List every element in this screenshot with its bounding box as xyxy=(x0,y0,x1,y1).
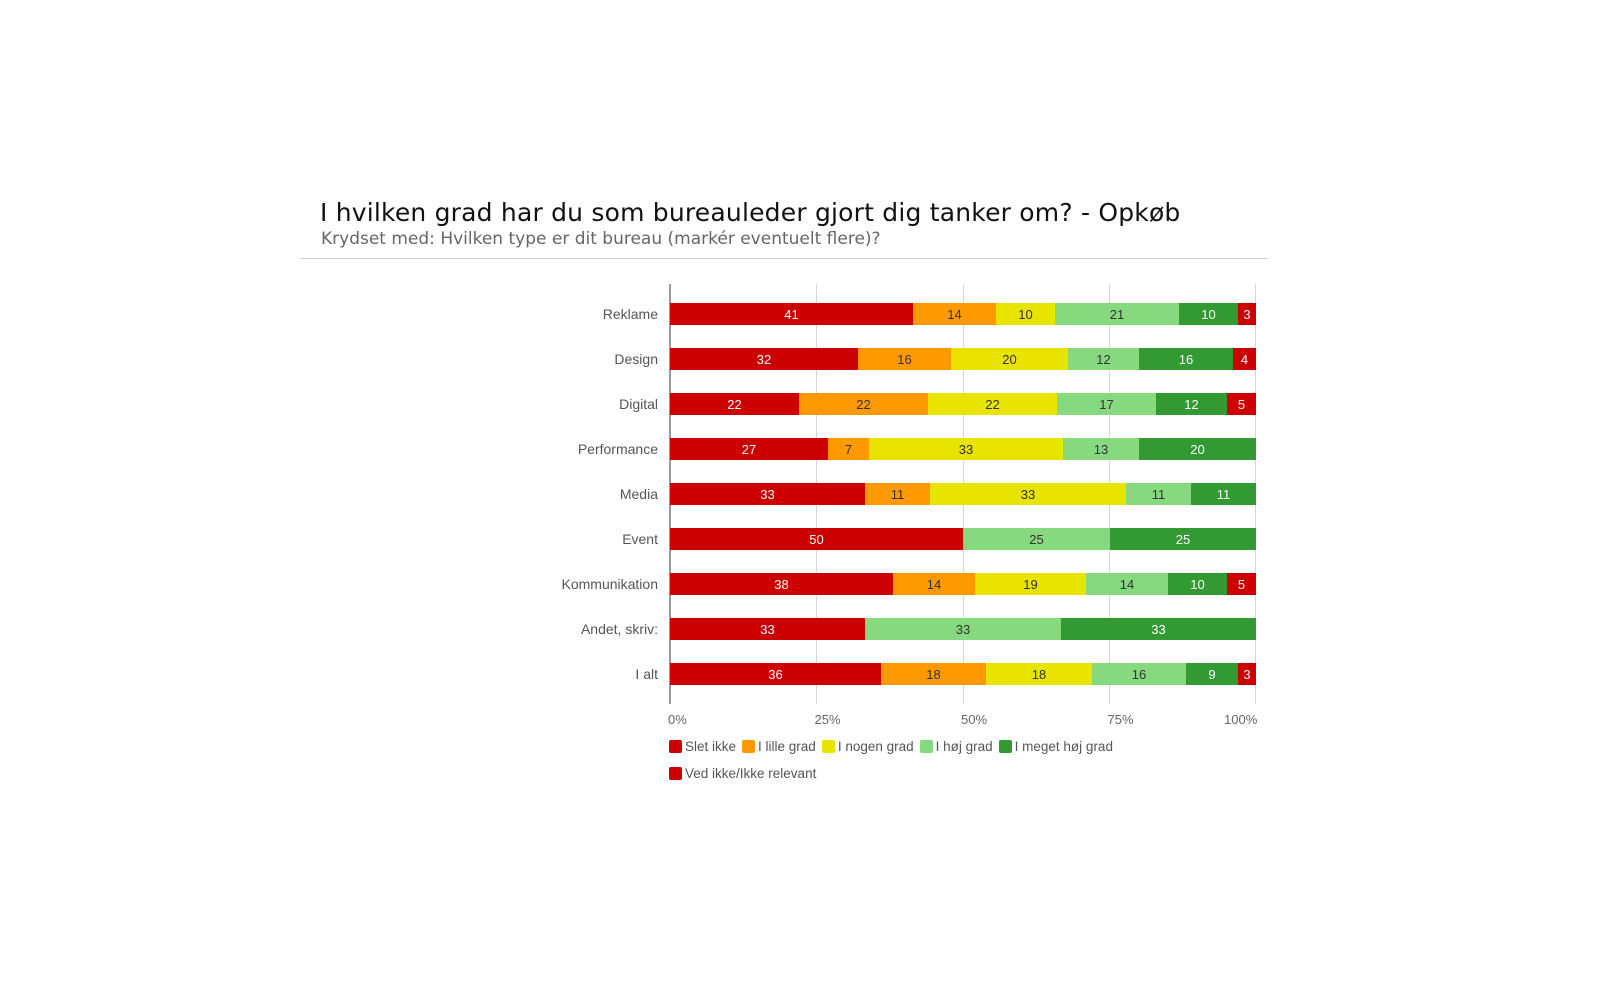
bar-segment[interactable]: 33 xyxy=(1061,618,1256,640)
category-label: Digital xyxy=(619,396,658,412)
bar-segment[interactable]: 12 xyxy=(1156,393,1227,415)
bar-segment[interactable]: 5 xyxy=(1227,393,1256,415)
category-label: Event xyxy=(622,531,658,547)
legend-label: I lille grad xyxy=(758,738,816,754)
legend-label: Ved ikke/Ikke relevant xyxy=(685,765,817,781)
legend-swatch-icon xyxy=(669,739,682,753)
bar-row: 32 16 20 12 16 4 xyxy=(670,348,1256,370)
bar-row: 38 14 19 14 10 5 xyxy=(670,573,1256,595)
x-tick-label: 100% xyxy=(1224,712,1258,727)
bar-segment[interactable]: 3 xyxy=(1238,303,1256,325)
category-label: I alt xyxy=(635,666,658,682)
bar-segment[interactable]: 22 xyxy=(928,393,1057,415)
bar-row: 33 33 33 xyxy=(670,618,1256,640)
legend-item[interactable]: I lille grad xyxy=(742,737,816,755)
bar-segment[interactable]: 33 xyxy=(930,483,1126,505)
bar-row: 36 18 18 16 9 3 xyxy=(670,663,1256,685)
category-label: Media xyxy=(619,486,658,502)
bar-row: 50 25 25 xyxy=(670,528,1256,550)
legend-label: I høj grad xyxy=(935,738,993,754)
bar-row: 22 22 22 17 12 5 xyxy=(670,393,1256,415)
category-label: Reklame xyxy=(602,306,658,322)
category-label: Performance xyxy=(577,441,658,457)
bar-segment[interactable]: 21 xyxy=(1055,303,1179,325)
bar-segment[interactable]: 20 xyxy=(1139,438,1256,460)
chart-subtitle: Krydset med: Hvilken type er dit bureau … xyxy=(321,229,881,249)
category-label: Design xyxy=(614,351,658,367)
bar-segment[interactable]: 17 xyxy=(1057,393,1156,415)
legend-swatch-icon xyxy=(742,739,756,753)
title-divider xyxy=(300,258,1268,259)
bar-segment[interactable]: 33 xyxy=(869,438,1063,460)
bar-segment[interactable]: 5 xyxy=(1227,573,1256,595)
x-tick-label: 0% xyxy=(668,712,687,727)
bar-segment[interactable]: 18 xyxy=(881,663,986,685)
chart-title: I hvilken grad har du som bureauleder gj… xyxy=(320,198,1181,227)
legend-item[interactable]: I meget høj grad xyxy=(998,737,1113,755)
plot-area: 41 14 10 21 10 3 32 16 20 12 16 4 22 22 22 17 12 5 27 7 33 13… xyxy=(669,284,1256,704)
x-tick-label: 75% xyxy=(1107,712,1134,727)
legend: Slet ikke I lille grad I nogen grad I høj g… xyxy=(669,737,1269,782)
bar-row: 33 11 33 11 11 xyxy=(670,483,1256,505)
legend-swatch-icon xyxy=(821,739,835,753)
bar-segment[interactable]: 27 xyxy=(670,438,828,460)
bar-segment[interactable]: 14 xyxy=(1086,573,1168,595)
bar-segment[interactable]: 36 xyxy=(670,663,881,685)
legend-swatch-icon xyxy=(669,766,682,780)
bar-segment[interactable]: 20 xyxy=(951,348,1068,370)
bar-segment[interactable]: 12 xyxy=(1068,348,1139,370)
bar-segment[interactable]: 10 xyxy=(1179,303,1238,325)
legend-label: I nogen grad xyxy=(837,738,914,754)
bar-segment[interactable]: 9 xyxy=(1186,663,1238,685)
category-label: Andet, skriv: xyxy=(580,621,658,637)
bar-segment[interactable]: 33 xyxy=(670,483,865,505)
bar-segment[interactable]: 11 xyxy=(1126,483,1191,505)
bar-segment[interactable]: 25 xyxy=(963,528,1110,550)
bar-segment[interactable]: 10 xyxy=(1168,573,1227,595)
bar-segment[interactable]: 25 xyxy=(1110,528,1256,550)
bar-segment[interactable]: 18 xyxy=(986,663,1092,685)
legend-item[interactable]: I høj grad xyxy=(919,737,993,755)
x-tick-label: 25% xyxy=(814,712,841,727)
bar-row: 27 7 33 13 20 xyxy=(670,438,1256,460)
bar-segment[interactable]: 7 xyxy=(828,438,869,460)
bar-segment[interactable]: 14 xyxy=(893,573,975,595)
legend-item[interactable]: Slet ikke xyxy=(669,737,736,755)
bar-segment[interactable]: 14 xyxy=(913,303,996,325)
bar-segment[interactable]: 3 xyxy=(1238,663,1256,685)
bar-segment[interactable]: 32 xyxy=(670,348,858,370)
bar-segment[interactable]: 4 xyxy=(1233,348,1256,370)
bar-segment[interactable]: 38 xyxy=(670,573,893,595)
bar-segment[interactable]: 16 xyxy=(1092,663,1186,685)
bar-segment[interactable]: 33 xyxy=(670,618,865,640)
legend-item[interactable]: I nogen grad xyxy=(821,737,914,755)
bar-segment[interactable]: 10 xyxy=(996,303,1055,325)
bar-segment[interactable]: 11 xyxy=(1191,483,1256,505)
legend-swatch-icon xyxy=(919,739,933,753)
legend-item[interactable]: Ved ikke/Ikke relevant xyxy=(669,764,816,782)
category-label: Kommunikation xyxy=(561,576,659,592)
bar-segment[interactable]: 22 xyxy=(670,393,799,415)
bar-segment[interactable]: 13 xyxy=(1063,438,1139,460)
bar-segment[interactable]: 22 xyxy=(799,393,928,415)
x-tick-label: 50% xyxy=(961,712,988,727)
bar-segment[interactable]: 16 xyxy=(1139,348,1233,370)
bar-segment[interactable]: 33 xyxy=(865,618,1061,640)
bar-row: 41 14 10 21 10 3 xyxy=(670,303,1256,325)
legend-label: I meget høj grad xyxy=(1014,738,1113,754)
bar-segment[interactable]: 16 xyxy=(858,348,951,370)
bar-segment[interactable]: 11 xyxy=(865,483,930,505)
legend-label: Slet ikke xyxy=(685,738,737,754)
bar-segment[interactable]: 41 xyxy=(670,303,913,325)
legend-swatch-icon xyxy=(998,739,1012,753)
bar-segment[interactable]: 50 xyxy=(670,528,963,550)
bar-segment[interactable]: 19 xyxy=(975,573,1086,595)
